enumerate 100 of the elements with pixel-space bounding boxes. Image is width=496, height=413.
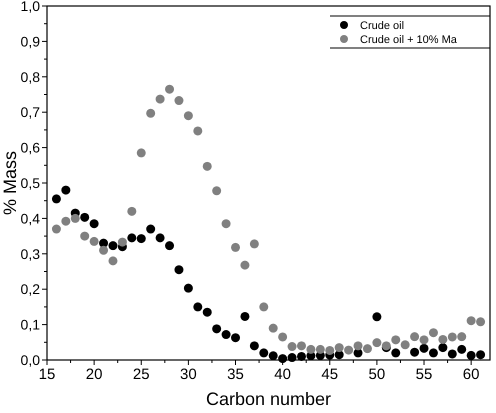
point [296,352,306,361]
point [156,233,165,242]
point [410,332,420,342]
point [259,302,268,312]
point [108,241,118,250]
point [438,334,448,344]
point [127,206,136,216]
point [466,350,476,360]
point [250,239,259,248]
point [457,344,466,354]
point [278,354,288,364]
point [306,344,316,354]
point [52,194,61,204]
point [457,332,466,342]
point [61,216,70,226]
point [391,348,400,358]
y-tick-label: 0,2 [20,281,40,298]
y-tick-label: 0,9 [20,33,40,50]
y-tick-label: 0,4 [20,210,40,226]
point [146,108,156,118]
x-tick-label: 20 [86,366,102,383]
point [222,219,231,228]
point [174,265,184,274]
point [136,234,146,244]
x-tick-label: 15 [38,366,56,383]
point [165,241,174,250]
point [476,350,486,360]
point [278,332,288,342]
point [344,346,354,355]
point [231,242,240,252]
point [90,219,99,228]
x-tick-label: 40 [274,366,291,383]
point [193,126,202,136]
legend-label: Crude oil [360,20,404,32]
point [240,312,250,321]
point [354,341,363,350]
point [268,351,278,360]
point [174,96,184,106]
point [202,308,212,317]
point [372,338,382,348]
y-tick-label: 0,0 [20,352,40,368]
point [296,341,306,350]
point [420,344,429,353]
y-tick-label: 1,0 [20,0,40,14]
point [288,353,297,362]
point [193,302,202,312]
point [400,340,410,350]
point [391,335,400,344]
point [80,212,90,222]
point [136,148,146,158]
point [476,317,486,326]
x-tick-label: 25 [132,366,150,383]
point [70,214,80,223]
point [316,344,325,354]
point [222,330,231,340]
point [127,233,136,242]
y-tick-label: 0,7 [20,104,40,120]
point [202,162,212,171]
point [428,328,438,338]
point [184,284,193,293]
x-axis-title: Carbon number [206,389,332,409]
y-tick-label: 0,3 [20,246,40,262]
point [438,343,448,352]
y-tick-label: 0,5 [20,175,40,191]
point [410,348,420,357]
x-tick-label: 45 [321,366,338,383]
point [334,343,344,352]
point [212,324,222,334]
point [466,316,476,326]
point [90,236,99,246]
point [80,232,90,241]
point [231,333,240,342]
point [99,246,108,255]
y-tick-label: 0,8 [20,68,40,85]
x-tick-label: 35 [227,366,244,383]
legend-label: Crude oil + 10% Ma [360,34,458,46]
point [372,312,382,322]
x-tick-label: 30 [180,366,197,383]
point [165,84,174,94]
point [118,238,127,247]
x-tick-label: 60 [462,366,480,383]
point [52,224,61,234]
point [448,349,457,358]
point [448,332,457,342]
point [146,224,156,234]
point [268,324,278,333]
point [156,94,165,104]
point [428,348,438,358]
point [420,335,429,344]
point [184,111,193,120]
point [108,256,118,266]
y-axis-title: % Mass [0,150,20,216]
point [259,348,268,358]
x-tick-label: 50 [368,366,386,383]
point [61,186,70,195]
point [325,346,334,355]
y-tick-label: 0,1 [20,316,40,333]
point [288,342,297,352]
point [212,186,222,196]
point [250,341,259,350]
